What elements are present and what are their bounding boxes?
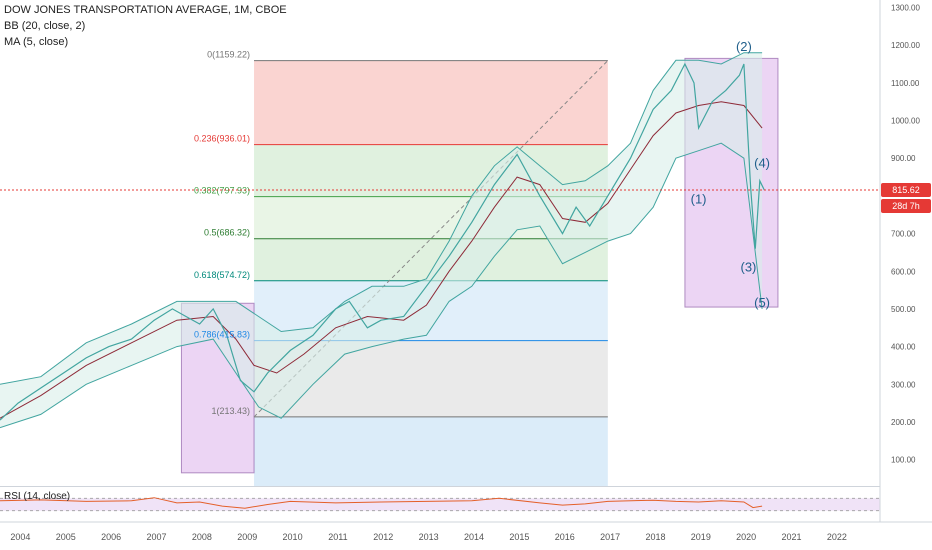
time-tick-label: 2016 <box>555 532 575 542</box>
price-tick-label: 300.00 <box>891 380 916 389</box>
time-tick-label: 2015 <box>509 532 529 542</box>
wave-label: (3) <box>741 259 757 274</box>
price-axis-panel <box>880 0 932 550</box>
price-tick-label: 700.00 <box>891 230 916 239</box>
countdown-value: 28d 7h <box>892 201 920 211</box>
fib-zone <box>254 416 608 486</box>
time-tick-label: 2013 <box>419 532 439 542</box>
indicator-rsi-legend[interactable]: RSI (14, close) <box>4 491 71 502</box>
time-tick-label: 2008 <box>192 532 212 542</box>
last-price-value: 815.62 <box>892 185 920 195</box>
chart-title: DOW JONES TRANSPORTATION AVERAGE, 1M, CB… <box>4 4 287 16</box>
price-tick-label: 400.00 <box>891 343 916 352</box>
time-tick-label: 2022 <box>827 532 847 542</box>
price-tick-label: 200.00 <box>891 418 916 427</box>
time-tick-label: 2020 <box>736 532 756 542</box>
last-price-badge: 815.62 28d 7h <box>881 183 931 214</box>
time-tick-label: 2010 <box>283 532 303 542</box>
price-tick-label: 900.00 <box>891 154 916 163</box>
fib-label: 0.618(574.72) <box>194 270 250 280</box>
time-tick-label: 2011 <box>328 532 347 542</box>
countdown-badge-bg <box>881 199 931 214</box>
price-tick-label: 500.00 <box>891 305 916 314</box>
series-price <box>0 62 765 421</box>
wave-labels: (1) (2) (3) (4) (5) <box>691 39 770 310</box>
price-axis-ticks: 100.00 200.00 300.00 400.00 500.00 600.00 700.… <box>891 4 920 465</box>
rsi-lines <box>0 497 880 512</box>
time-tick-label: 2021 <box>782 532 802 542</box>
time-tick-label: 2006 <box>101 532 121 542</box>
time-tick-label: 2007 <box>146 532 166 542</box>
series-bb_upper <box>0 52 763 385</box>
time-tick-label: 2017 <box>600 532 620 542</box>
time-axis-ticks: 2004 2005 2006 2007 2008 2009 2010 2011 2012 2013… <box>10 532 847 542</box>
fib-label: 0.382(797.93) <box>194 186 250 196</box>
time-tick-label: 2005 <box>56 532 76 542</box>
price-tick-label: 1000.00 <box>891 117 920 126</box>
series-lines <box>0 52 765 429</box>
wave-label: (4) <box>754 156 770 171</box>
price-tick-label: 600.00 <box>891 267 916 276</box>
fib-label: 0.786(415.83) <box>194 330 250 340</box>
indicator-bb-legend[interactable]: BB (20, close, 2) <box>4 20 86 32</box>
rsi-line <box>0 497 763 509</box>
fib-labels: 0(1159.22) 0.236(936.01) 0.382(797.93) 0.5(… <box>194 50 250 416</box>
price-tick-label: 1300.00 <box>891 4 920 13</box>
time-tick-label: 2019 <box>691 532 711 542</box>
last-price-badge-bg <box>881 183 931 198</box>
price-tick-label: 100.00 <box>891 456 916 465</box>
time-tick-label: 2014 <box>464 532 484 542</box>
series-ma <box>0 101 763 419</box>
price-tick-label: 1100.00 <box>891 79 920 88</box>
fib-label: 1(213.43) <box>211 406 250 416</box>
time-tick-label: 2018 <box>645 532 665 542</box>
bb-fill <box>0 52 763 428</box>
fib-label: 0.5(686.32) <box>204 228 250 238</box>
indicator-ma-legend[interactable]: MA (5, close) <box>4 36 69 48</box>
time-tick-label: 2004 <box>10 532 30 542</box>
fib-zone <box>254 60 608 145</box>
wave-label: (1) <box>691 191 707 206</box>
fib-label: 0(1159.22) <box>207 50 250 60</box>
rsi-band <box>0 498 880 511</box>
wave-label: (2) <box>736 39 752 54</box>
price-tick-label: 1200.00 <box>891 41 920 50</box>
time-tick-label: 2012 <box>373 532 393 542</box>
series-bb_lower <box>0 142 763 429</box>
rsi-panel-border <box>0 486 880 487</box>
fib-label: 0.236(936.01) <box>194 134 250 144</box>
wave-label: (5) <box>754 295 770 310</box>
time-tick-label: 2009 <box>237 532 257 542</box>
bollinger-bands <box>0 52 763 428</box>
